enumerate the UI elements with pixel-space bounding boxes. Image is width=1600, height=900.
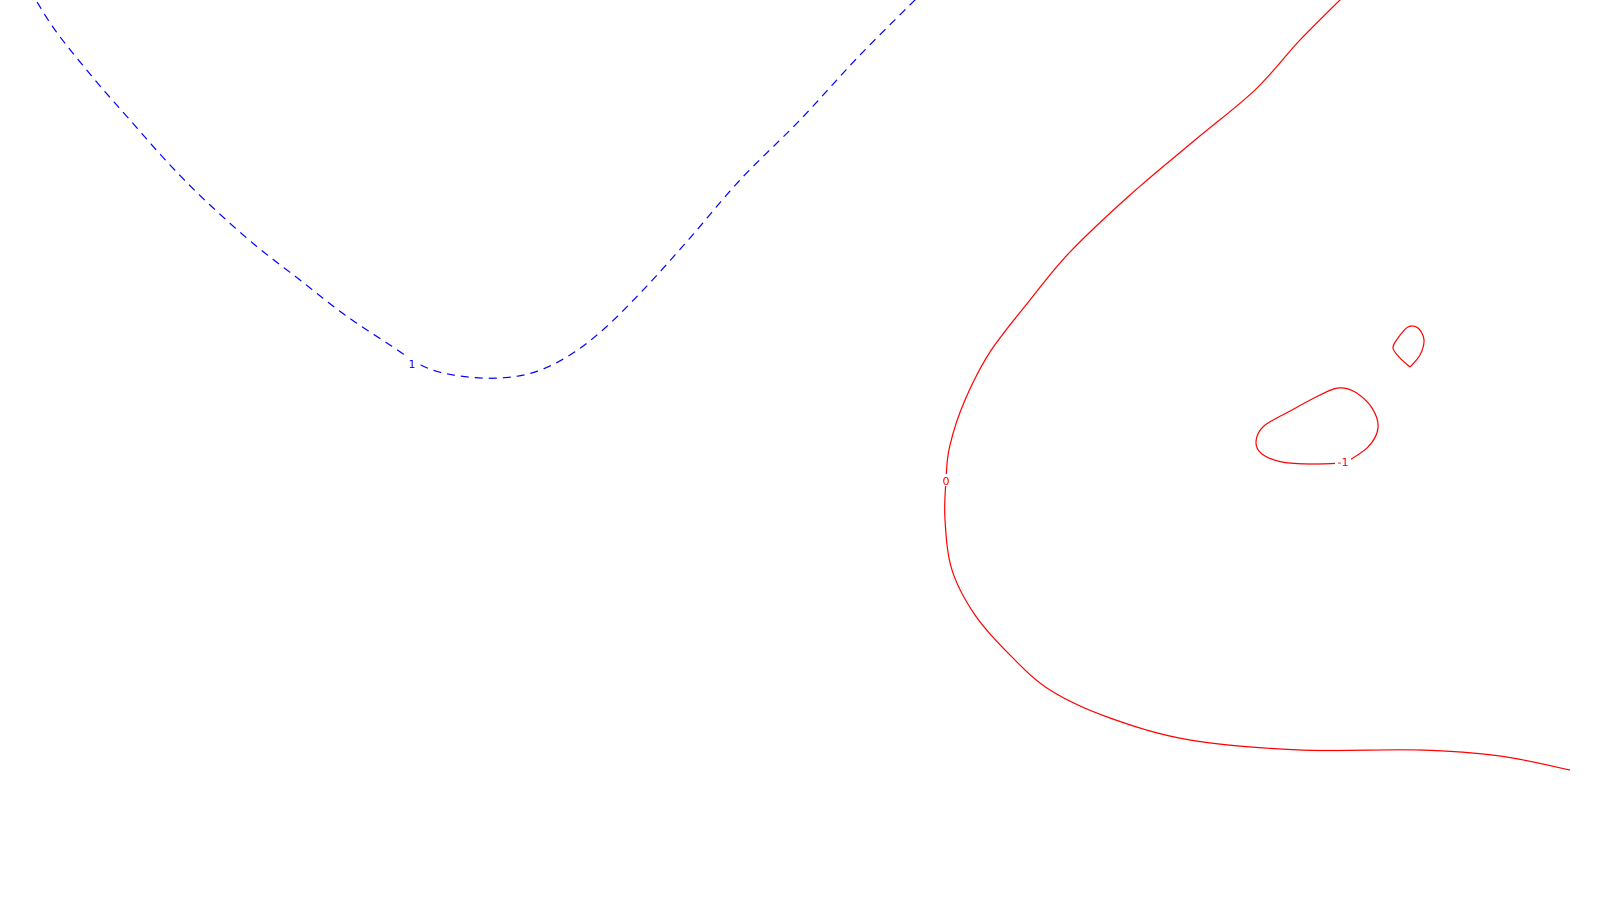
contour-label-0: 1 — [409, 358, 416, 371]
contour-line-level-0-0 — [944, 0, 1571, 771]
contour-label-2: -1 — [1338, 456, 1349, 469]
contour-labels-group: 1 0 -1 — [407, 357, 1351, 488]
contour-label-bg-0 — [407, 357, 417, 369]
contour-lines-group — [35, 0, 1571, 771]
contour-label-bg-1 — [941, 474, 951, 486]
contour-label-bg-2 — [1335, 455, 1351, 467]
contour-line-level-minus-1-1 — [1392, 325, 1425, 368]
contour-line-level-1-0 — [35, 0, 916, 379]
contour-label-1: 0 — [943, 475, 950, 488]
contour-line-level-minus-1-0 — [1255, 387, 1379, 465]
